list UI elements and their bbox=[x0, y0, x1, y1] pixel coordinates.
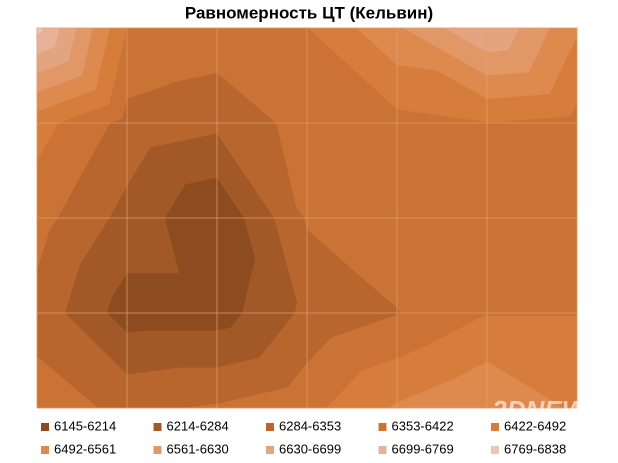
plot-area bbox=[36, 27, 578, 409]
legend-swatch bbox=[153, 446, 162, 454]
legend-swatch bbox=[491, 446, 499, 454]
watermark: 3DNEWS bbox=[492, 395, 604, 425]
legend-swatch bbox=[41, 423, 49, 431]
legend-swatch bbox=[491, 423, 499, 431]
legend-swatch bbox=[266, 423, 274, 431]
legend-swatch bbox=[378, 446, 387, 454]
legend-label: 6561-6630 bbox=[167, 441, 229, 456]
legend: 6145-6214 6214-6284 6284-6353 6353-6422 6422… bbox=[41, 418, 566, 456]
legend-label: 6214-6284 bbox=[167, 418, 229, 433]
legend-label: 6630-6699 bbox=[279, 441, 341, 456]
chart-title: Равномерность ЦТ (Кельвин) bbox=[185, 3, 433, 22]
legend-swatch bbox=[266, 446, 274, 454]
legend-label: 6145-6214 bbox=[54, 418, 116, 433]
legend-label: 6492-6561 bbox=[54, 441, 116, 456]
legend-label: 6769-6838 bbox=[504, 441, 566, 456]
grid bbox=[36, 27, 578, 409]
legend-label: 6422-6492 bbox=[504, 418, 566, 433]
legend-swatch bbox=[378, 423, 387, 431]
legend-label: 6353-6422 bbox=[392, 418, 454, 433]
legend-swatch bbox=[153, 423, 162, 431]
legend-swatch bbox=[41, 446, 49, 454]
legend-label: 6284-6353 bbox=[279, 418, 341, 433]
legend-label: 6699-6769 bbox=[392, 441, 454, 456]
